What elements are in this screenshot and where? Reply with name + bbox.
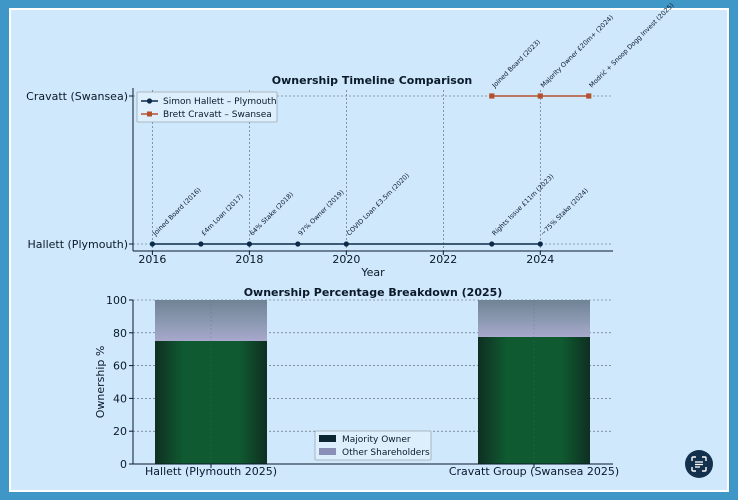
chart-panel (9, 8, 729, 492)
timeline-event-label: 64% Stake (2018) (248, 190, 295, 237)
timeline-xlabel: Year (360, 266, 385, 279)
timeline-event-label: 97% Owner (2019) (297, 188, 346, 237)
scan-text-button[interactable] (685, 450, 713, 478)
timeline-event-label: £4m Loan (2017) (200, 192, 245, 237)
timeline-point (537, 93, 543, 99)
timeline-point (295, 241, 301, 247)
breakdown-ytick-label: 0 (120, 458, 127, 471)
timeline-event-label: ~75% Stake (2024) (539, 187, 590, 238)
timeline-point (149, 241, 155, 247)
timeline-point (343, 241, 349, 247)
timeline-xtick-label: 2024 (526, 253, 554, 266)
breakdown-ytick-label: 60 (113, 360, 127, 373)
legend-other-shareholders: Other Shareholders (342, 448, 430, 458)
timeline-xtick-label: 2022 (429, 253, 457, 266)
legend-hallett: Simon Hallett – Plymouth (163, 97, 277, 107)
legend-majority-owner: Majority Owner (342, 435, 411, 445)
breakdown-ylabel: Ownership % (94, 346, 107, 419)
timeline-event-label: Modrić + Snoop Dogg Invest (2025) (588, 1, 676, 89)
timeline-event-label: COVID Loan £3.5m (2020) (345, 172, 411, 238)
scan-text-icon (691, 456, 707, 472)
timeline-xtick-label: 2018 (235, 253, 263, 266)
breakdown-ytick-label: 20 (113, 425, 127, 438)
bar-other-shareholders (478, 300, 590, 337)
breakdown-ytick-label: 40 (113, 392, 127, 405)
timeline-legend: Simon Hallett – Plymouth Brett Cravatt –… (136, 91, 278, 123)
breakdown-xtick-label: Hallett (Plymouth 2025) (145, 465, 277, 478)
timeline-point (537, 241, 543, 247)
breakdown-title: Ownership Percentage Breakdown (2025) (244, 286, 503, 299)
timeline-point (198, 241, 204, 247)
timeline-event-label: Joined Board (2016) (150, 186, 202, 238)
breakdown-ytick-label: 100 (106, 294, 127, 307)
timeline-point (489, 241, 495, 247)
timeline-point (246, 241, 252, 247)
legend-cravatt: Brett Cravatt – Swansea (163, 110, 272, 120)
timeline-point (489, 93, 495, 99)
timeline-point (586, 93, 592, 99)
timeline-xtick-label: 2020 (332, 253, 360, 266)
timeline-ytick-label: Hallett (Plymouth) (28, 238, 129, 251)
timeline-ytick-label: Cravatt (Swansea) (26, 90, 128, 103)
breakdown-xtick-label: Cravatt Group (Swansea 2025) (449, 465, 619, 478)
breakdown-ytick-label: 80 (113, 327, 127, 340)
breakdown-legend: Majority Owner Other Shareholders (314, 430, 432, 461)
timeline-xtick-label: 2016 (138, 253, 166, 266)
timeline-title: Ownership Timeline Comparison (272, 74, 472, 87)
timeline-event-label: Joined Board (2023) (490, 38, 542, 90)
